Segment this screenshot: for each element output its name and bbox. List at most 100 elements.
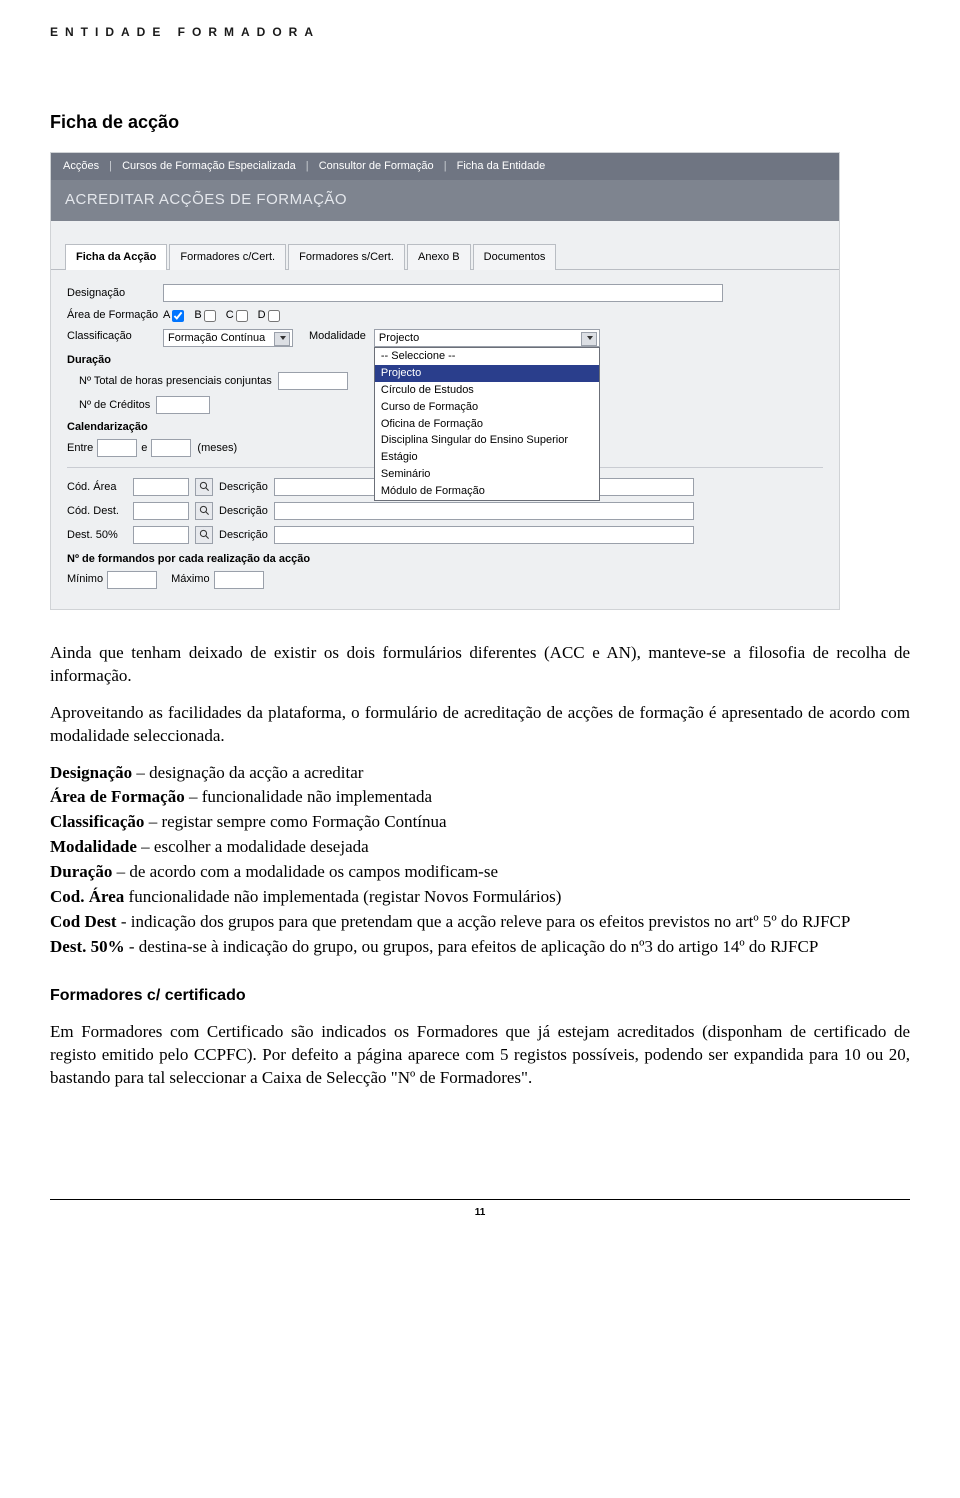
body-text: Ainda que tenham deixado de existir os d… bbox=[50, 642, 910, 1090]
subsection-heading-formadores: Formadores c/ certificado bbox=[50, 985, 910, 1007]
input-horas-presenciais[interactable] bbox=[278, 372, 348, 390]
def-text: – funcionalidade não implementada bbox=[185, 787, 432, 806]
page-number: 11 bbox=[50, 1206, 910, 1220]
label-n-formandos: Nº de formandos por cada realização da a… bbox=[67, 552, 823, 567]
area-option-label-d: D bbox=[258, 308, 266, 323]
dropdown-option[interactable]: Estágio bbox=[375, 449, 599, 466]
tab-documentos[interactable]: Documentos bbox=[473, 244, 557, 271]
input-minimo[interactable] bbox=[107, 571, 157, 589]
input-designacao[interactable] bbox=[163, 284, 723, 302]
def-label: Cod Dest bbox=[50, 912, 117, 931]
def-text: – registar sempre como Formação Contínua bbox=[144, 812, 446, 831]
input-maximo[interactable] bbox=[214, 571, 264, 589]
form-panel: Designação Área de Formação A B C D Clas… bbox=[51, 270, 839, 608]
def-text: – designação da acção a acreditar bbox=[132, 763, 363, 782]
label-maximo: Máximo bbox=[171, 572, 210, 587]
input-entre[interactable] bbox=[97, 439, 137, 457]
lookup-dest-50-button[interactable] bbox=[195, 526, 213, 544]
def-text: – de acordo com a modalidade os campos m… bbox=[112, 862, 498, 881]
input-descricao-dest50[interactable] bbox=[274, 526, 694, 544]
def-text: - destina-se à indicação do grupo, ou gr… bbox=[125, 937, 819, 956]
select-classificacao-value: Formação Contínua bbox=[168, 331, 265, 346]
dropdown-option[interactable]: -- Seleccione -- bbox=[375, 348, 599, 365]
dropdown-option[interactable]: Disciplina Singular do Ensino Superior bbox=[375, 432, 599, 449]
label-minimo: Mínimo bbox=[67, 572, 103, 587]
area-option-label-c: C bbox=[226, 308, 234, 323]
input-descricao-dest[interactable] bbox=[274, 502, 694, 520]
lookup-cod-dest-button[interactable] bbox=[195, 502, 213, 520]
label-n-creditos: Nº de Créditos bbox=[79, 398, 150, 413]
document-header: ENTIDADE FORMADORA bbox=[50, 24, 910, 40]
lookup-cod-area-button[interactable] bbox=[195, 478, 213, 496]
def-label: Modalidade bbox=[50, 837, 137, 856]
paragraph: Ainda que tenham deixado de existir os d… bbox=[50, 642, 910, 688]
tab-anexo-b[interactable]: Anexo B bbox=[407, 244, 471, 271]
page-title: ACREDITAR ACÇÕES DE FORMAÇÃO bbox=[51, 180, 839, 220]
nav-separator: | bbox=[109, 159, 112, 174]
dropdown-option-selected[interactable]: Projecto bbox=[375, 365, 599, 382]
select-modalidade-value: Projecto bbox=[379, 331, 419, 346]
label-modalidade: Modalidade bbox=[309, 329, 366, 344]
definitions-block: Designação – designação da acção a acred… bbox=[50, 762, 910, 960]
checkbox-area-d[interactable] bbox=[268, 310, 280, 322]
label-cod-area: Cód. Área bbox=[67, 480, 133, 495]
nav-item-consultor[interactable]: Consultor de Formação bbox=[319, 159, 434, 174]
nav-separator: | bbox=[444, 159, 447, 174]
input-n-creditos[interactable] bbox=[156, 396, 210, 414]
def-label: Área de Formação bbox=[50, 787, 185, 806]
top-nav: Acções | Cursos de Formação Especializad… bbox=[51, 153, 839, 180]
def-text: – escolher a modalidade desejada bbox=[137, 837, 369, 856]
app-screenshot: Acções | Cursos de Formação Especializad… bbox=[50, 152, 840, 609]
input-cod-dest[interactable] bbox=[133, 502, 189, 520]
label-descricao-area: Descrição bbox=[219, 480, 268, 495]
label-meses: (meses) bbox=[197, 441, 237, 456]
tab-formadores-scert[interactable]: Formadores s/Cert. bbox=[288, 244, 405, 271]
input-dest-50[interactable] bbox=[133, 526, 189, 544]
search-icon bbox=[199, 505, 210, 516]
label-dest-50: Dest. 50% bbox=[67, 528, 133, 543]
dropdown-option[interactable]: Seminário bbox=[375, 466, 599, 483]
def-label: Cod. Área bbox=[50, 887, 124, 906]
tab-ficha-accao[interactable]: Ficha da Acção bbox=[65, 244, 167, 271]
dropdown-option[interactable]: Curso de Formação bbox=[375, 399, 599, 416]
search-icon bbox=[199, 529, 210, 540]
input-e[interactable] bbox=[151, 439, 191, 457]
nav-separator: | bbox=[306, 159, 309, 174]
input-cod-area[interactable] bbox=[133, 478, 189, 496]
label-classificacao: Classificação bbox=[67, 329, 163, 344]
area-option-label-a: A bbox=[163, 308, 170, 323]
dropdown-option[interactable]: Módulo de Formação bbox=[375, 483, 599, 500]
label-entre: Entre bbox=[67, 441, 93, 456]
footer-rule bbox=[50, 1199, 910, 1200]
label-designacao: Designação bbox=[67, 286, 163, 301]
select-classificacao[interactable]: Formação Contínua bbox=[163, 329, 293, 347]
def-label: Duração bbox=[50, 862, 112, 881]
area-option-label-b: B bbox=[194, 308, 201, 323]
nav-item-accoes[interactable]: Acções bbox=[63, 159, 99, 174]
dropdown-modalidade: -- Seleccione -- Projecto Círculo de Est… bbox=[374, 347, 600, 501]
paragraph: Em Formadores com Certificado são indica… bbox=[50, 1021, 910, 1090]
label-horas-presenciais: Nº Total de horas presenciais conjuntas bbox=[79, 374, 272, 389]
tab-formadores-ccert[interactable]: Formadores c/Cert. bbox=[169, 244, 286, 271]
label-area-formacao: Área de Formação bbox=[67, 308, 163, 323]
section-heading-ficha: Ficha de acção bbox=[50, 110, 910, 134]
label-descricao-dest: Descrição bbox=[219, 504, 268, 519]
def-label: Classificação bbox=[50, 812, 144, 831]
dropdown-option[interactable]: Círculo de Estudos bbox=[375, 382, 599, 399]
nav-item-cursos[interactable]: Cursos de Formação Especializada bbox=[122, 159, 296, 174]
select-modalidade[interactable]: Projecto bbox=[374, 329, 600, 347]
def-text: - indicação dos grupos para que pretenda… bbox=[117, 912, 851, 931]
checkbox-area-a[interactable] bbox=[172, 310, 184, 322]
checkbox-area-b[interactable] bbox=[204, 310, 216, 322]
label-e: e bbox=[141, 441, 147, 456]
dropdown-option[interactable]: Oficina de Formação bbox=[375, 416, 599, 433]
def-text: funcionalidade não implementada (regista… bbox=[124, 887, 561, 906]
def-label: Designação bbox=[50, 763, 132, 782]
paragraph: Aproveitando as facilidades da plataform… bbox=[50, 702, 910, 748]
tabs-row: Ficha da Acção Formadores c/Cert. Formad… bbox=[51, 221, 839, 271]
search-icon bbox=[199, 481, 210, 492]
nav-item-ficha-entidade[interactable]: Ficha da Entidade bbox=[457, 159, 546, 174]
label-cod-dest: Cód. Dest. bbox=[67, 504, 133, 519]
checkbox-area-c[interactable] bbox=[236, 310, 248, 322]
def-label: Dest. 50% bbox=[50, 937, 125, 956]
